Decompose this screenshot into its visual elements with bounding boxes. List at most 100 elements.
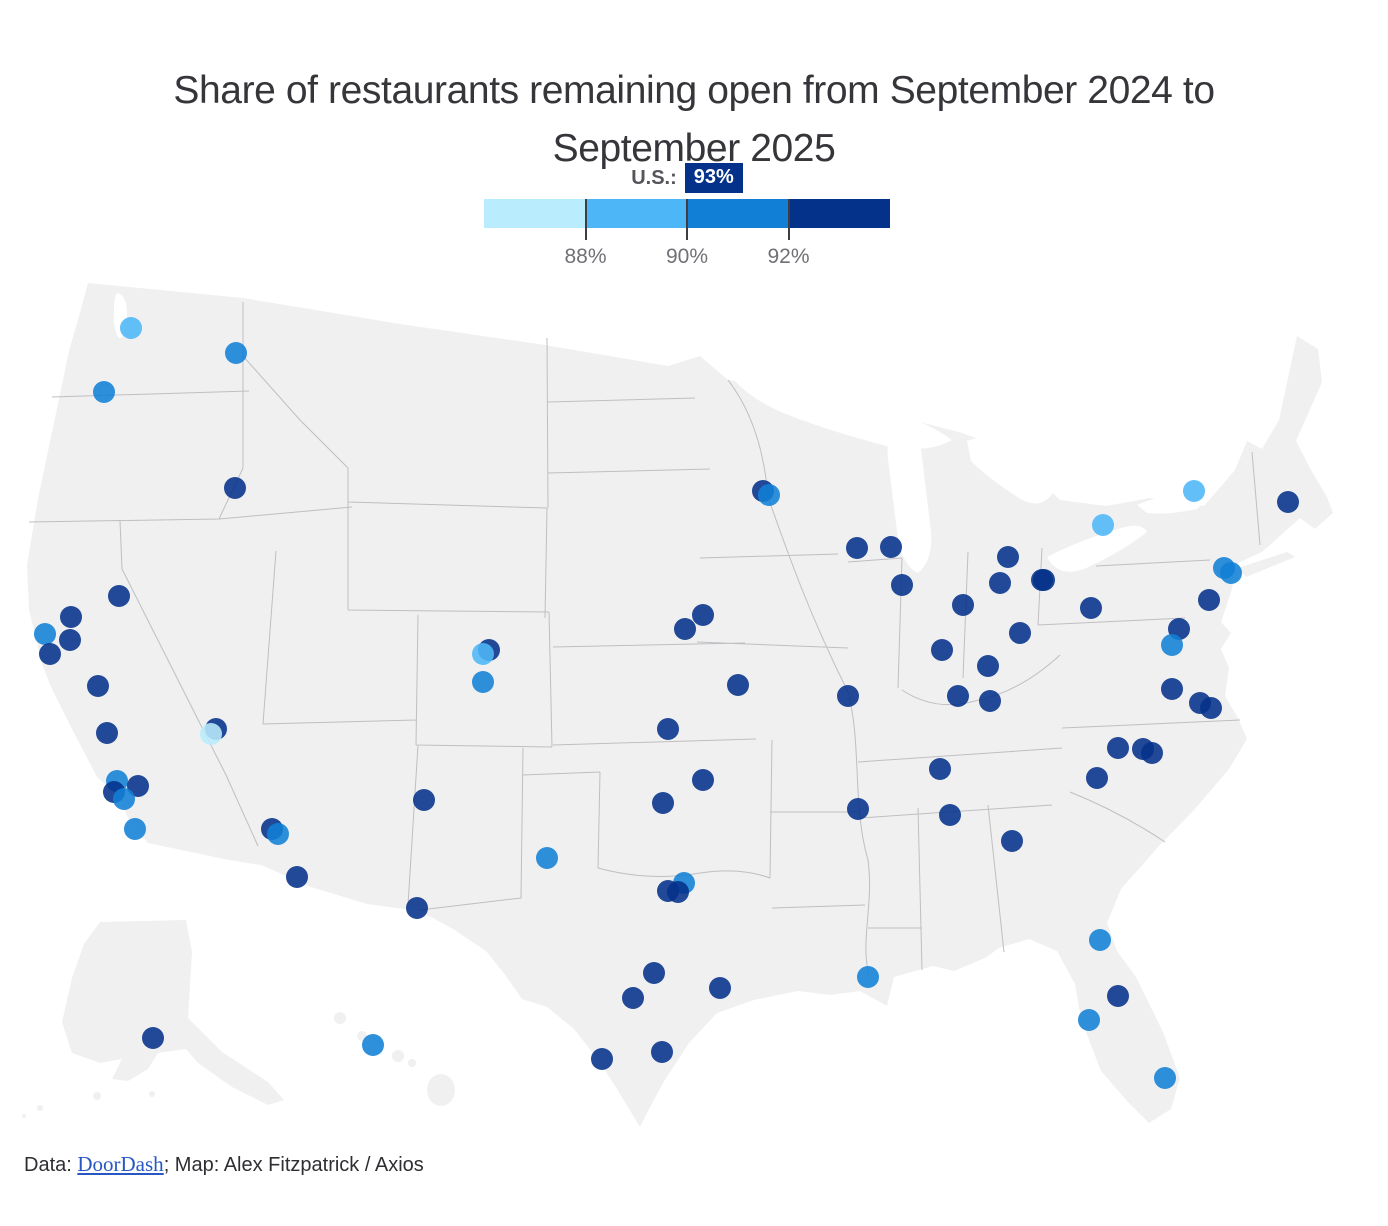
great-lakes	[113, 293, 1202, 573]
city-dot	[837, 685, 859, 707]
legend-segment-3	[788, 199, 890, 228]
city-dot	[225, 342, 247, 364]
city-dot	[1198, 589, 1220, 611]
city-dot	[651, 1041, 673, 1063]
city-dot	[124, 818, 146, 840]
city-dot	[1078, 1009, 1100, 1031]
color-legend: U.S.: 93% 88% 90% 92%	[484, 163, 890, 268]
city-dot	[979, 690, 1001, 712]
city-dot	[108, 585, 130, 607]
city-dot	[472, 671, 494, 693]
city-dot	[846, 537, 868, 559]
title-line-1: Share of restaurants remaining open from…	[173, 69, 1215, 113]
city-dot	[127, 775, 149, 797]
legend-segment-2	[687, 199, 789, 228]
city-dot	[947, 685, 969, 707]
lake-huron	[967, 436, 1054, 504]
city-dot	[1161, 678, 1183, 700]
city-dot	[977, 655, 999, 677]
city-dot	[674, 618, 696, 640]
city-dot	[60, 606, 82, 628]
city-dot	[952, 594, 974, 616]
city-dot	[758, 484, 780, 506]
city-dot	[1183, 480, 1205, 502]
city-dot	[413, 789, 435, 811]
city-dot	[120, 317, 142, 339]
title-line-2: September 2025	[552, 127, 836, 171]
lake-ontario	[1137, 495, 1202, 514]
city-dot	[847, 798, 869, 820]
city-dot	[406, 897, 428, 919]
city-dot	[591, 1048, 613, 1070]
city-dot	[692, 769, 714, 791]
city-dot	[692, 604, 714, 626]
source-credit: Data: DoorDash; Map: Alex Fitzpatrick / …	[24, 1152, 424, 1177]
city-dot	[657, 718, 679, 740]
city-dot	[1141, 742, 1163, 764]
us-average-value-badge: 93%	[684, 163, 743, 193]
long-island-shape	[1238, 552, 1295, 577]
city-dot	[1092, 514, 1114, 536]
city-dot	[989, 572, 1011, 594]
source-link[interactable]: DoorDash	[77, 1152, 164, 1176]
city-dot	[87, 675, 109, 697]
city-dot	[59, 629, 81, 651]
city-dot	[536, 847, 558, 869]
city-dot	[857, 966, 879, 988]
city-dot	[1200, 697, 1222, 719]
legend-tick-label: 90%	[665, 245, 709, 268]
city-dot	[709, 977, 731, 999]
city-dot	[34, 623, 56, 645]
hawaii-islands	[334, 1012, 455, 1106]
city-dot	[1031, 569, 1053, 591]
city-dot	[1009, 622, 1031, 644]
city-dot	[1107, 737, 1129, 759]
city-dot	[727, 674, 749, 696]
city-dot	[113, 788, 135, 810]
legend-tick-mark	[584, 199, 587, 240]
city-dot	[929, 758, 951, 780]
city-dot	[267, 823, 289, 845]
city-dot	[939, 804, 961, 826]
city-dot	[93, 381, 115, 403]
legend-segment-0	[484, 199, 586, 228]
us-average-label: U.S.:	[631, 166, 677, 189]
city-dot	[1080, 597, 1102, 619]
city-dot	[142, 1027, 164, 1049]
city-dot	[997, 546, 1019, 568]
city-dot	[39, 643, 61, 665]
city-dots-layer	[34, 317, 1299, 1089]
city-dot	[1001, 830, 1023, 852]
city-dot	[224, 477, 246, 499]
legend-tick-label: 92%	[767, 245, 810, 268]
city-dot	[652, 792, 674, 814]
city-dot	[891, 574, 913, 596]
page-title: Share of restaurants remaining open from…	[0, 62, 1388, 178]
city-dot	[200, 723, 222, 745]
data-label: Data:	[24, 1154, 78, 1176]
city-dot	[1086, 767, 1108, 789]
legend-tick-mark	[686, 199, 688, 240]
alaska-shape	[62, 920, 284, 1105]
city-dot	[1277, 491, 1299, 513]
legend-color-bar: 88% 90% 92%	[484, 199, 890, 268]
lake-michigan	[887, 430, 932, 573]
legend-segment-1	[585, 199, 687, 228]
city-dot	[1107, 985, 1129, 1007]
city-dot	[472, 643, 494, 665]
legend-tick-mark	[787, 199, 790, 240]
usa-mainland-shape	[27, 283, 1333, 1127]
city-dot	[1154, 1067, 1176, 1089]
us-average-row: U.S.: 93%	[484, 163, 890, 193]
city-dot	[657, 880, 679, 902]
city-dot	[362, 1034, 384, 1056]
city-dot	[286, 866, 308, 888]
usa-land	[22, 283, 1333, 1127]
city-dot	[931, 639, 953, 661]
legend-tick-label: 88%	[564, 245, 607, 268]
city-dot	[1161, 634, 1183, 656]
city-dot	[880, 536, 902, 558]
city-dot	[1089, 929, 1111, 951]
city-dot	[643, 962, 665, 984]
